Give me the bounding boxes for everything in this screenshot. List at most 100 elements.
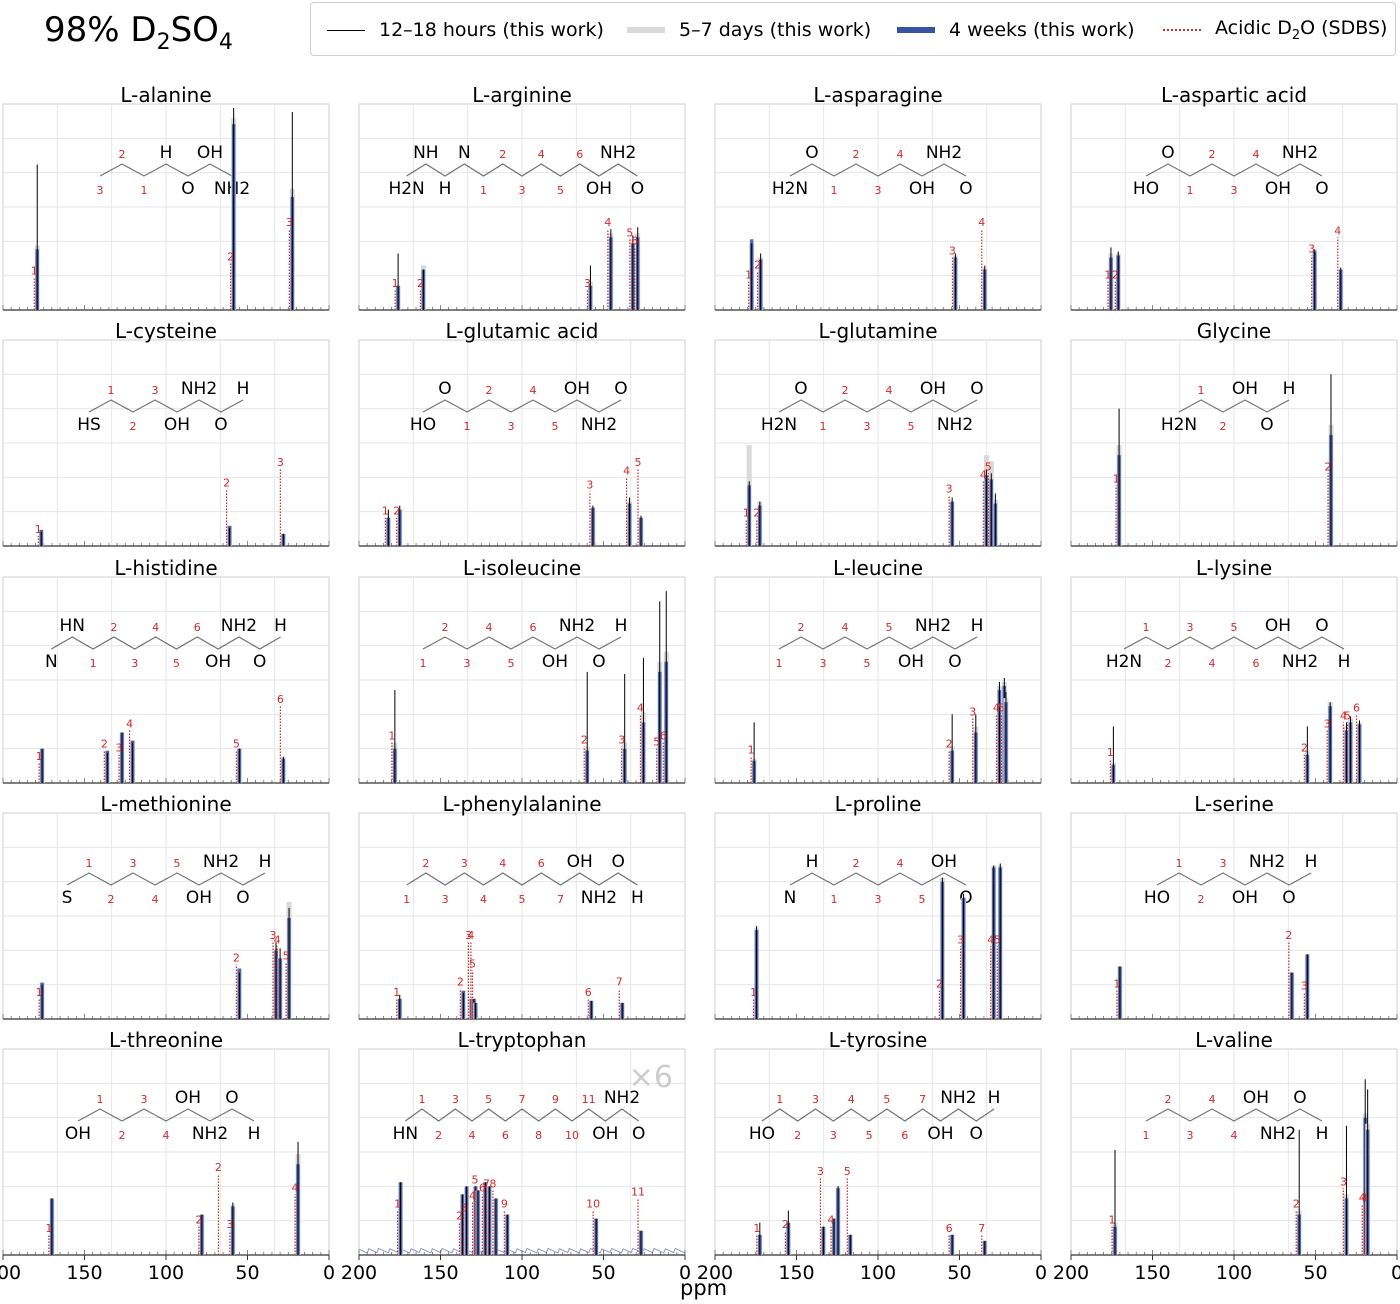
peak-label: 3 <box>817 1165 824 1178</box>
peak: 4 <box>623 464 633 546</box>
molecule-atom: 1 <box>403 893 410 906</box>
peak-label: 5 <box>469 958 476 971</box>
molecule-atom: 3 <box>131 657 138 670</box>
molecule-atom: 3 <box>875 184 882 197</box>
peak: 3 <box>115 732 125 783</box>
molecule-atom: 5 <box>886 621 893 634</box>
peak: 1 <box>31 164 40 310</box>
peak-label: 3 <box>465 929 472 942</box>
spectrum-panel: L-serine HO 1 2 3 OH NH2 OH 1 2 3 <box>1070 792 1398 1020</box>
peak-label: 3 <box>969 705 976 718</box>
panel-title: L-aspartic acid <box>1161 83 1307 107</box>
peak-label: 2 <box>223 476 230 489</box>
molecule-atom: NH2 <box>600 143 636 163</box>
molecule-atom: 2 <box>1198 893 1205 906</box>
peak: 2 <box>782 1210 791 1255</box>
peak: 1 <box>750 926 760 1019</box>
panel-title: L-alanine <box>120 83 211 107</box>
tick-label: 100 <box>504 1262 540 1284</box>
molecule-bonds <box>51 636 281 650</box>
molecule-atom: 3 <box>461 857 468 870</box>
molecule-atom: 6 <box>576 148 583 161</box>
peak: 2 <box>1293 1129 1302 1255</box>
molecule-atom: 6 <box>194 621 201 634</box>
peak-label: 6 <box>479 1181 486 1194</box>
molecule-atom: 2 <box>422 857 429 870</box>
peak: 1 <box>394 1182 404 1255</box>
molecule-atom: 3 <box>875 893 882 906</box>
molecule-bonds <box>1145 1108 1323 1122</box>
peak: 3 <box>460 1186 470 1255</box>
molecule-structure: 1 2 3 4 5 6 OH NH2 OH <box>420 616 628 672</box>
peak: 4 <box>978 216 988 310</box>
peak-label: 5 <box>283 949 290 962</box>
peak: 1 <box>1104 247 1114 310</box>
molecule-atom: NH <box>413 143 439 163</box>
peak-label: 5 <box>471 1173 478 1186</box>
peak-label: 4 <box>978 216 985 229</box>
molecule-atom: NH2 <box>221 616 257 636</box>
molecule-atom: H <box>248 1124 261 1144</box>
molecule-structure: 1 2 3 4 5 5 OH NH2 OH <box>776 616 984 672</box>
peak-label: 2 <box>393 505 400 518</box>
peak-label: 4 <box>469 1189 476 1202</box>
peak: 4 <box>1334 224 1344 310</box>
molecule-atom: OH <box>205 652 231 672</box>
legend-swatch-red-dotted <box>1163 29 1201 31</box>
molecule-bonds <box>406 872 638 886</box>
peak: 2 <box>936 877 945 1019</box>
molecule-atom: O <box>1293 1088 1306 1108</box>
molecule-atom: 3 <box>97 184 104 197</box>
molecule-structure: HS 1 2 3 OH NH2 OH <box>77 379 249 435</box>
peak-label: 3 <box>460 1202 467 1215</box>
page-title: 98% D2SO4 <box>44 10 233 55</box>
peak: 7 <box>978 1222 988 1255</box>
tick-label: 0 <box>679 1262 691 1284</box>
molecule-bonds <box>66 872 266 886</box>
peak-label: 2 <box>1112 269 1119 282</box>
legend-swatch-black <box>327 29 365 31</box>
tick-label: 0 <box>1391 1262 1400 1284</box>
peak: 1 <box>382 505 391 546</box>
peak: 4 <box>980 455 989 546</box>
molecule-bonds <box>761 1108 995 1122</box>
molecule-atom: 1 <box>97 1093 104 1106</box>
tick-label: 50 <box>235 1262 259 1284</box>
spectrum-panel: L-tryptophanHN1234567891011OHNH2O×612345… <box>341 1028 691 1284</box>
peak-label: 3 <box>277 456 284 469</box>
peak-label: 1 <box>394 1198 401 1211</box>
peak: 6 <box>479 1181 488 1255</box>
molecule-atom: 3 <box>508 420 515 433</box>
peak: 3 <box>286 112 295 310</box>
molecule-atom: 2 <box>130 420 137 433</box>
peak: 8 <box>489 1177 499 1255</box>
molecule-atom: 1 <box>1187 184 1194 197</box>
molecule-atom: 3 <box>452 1093 459 1106</box>
molecule-atom: O <box>214 415 227 435</box>
molecule-atom: 4 <box>897 857 904 870</box>
peak: 2 <box>457 976 466 1019</box>
peak: 5 <box>233 738 242 783</box>
peak-label: 2 <box>1301 742 1308 755</box>
molecule-atom: 1 <box>1176 857 1183 870</box>
molecule-atom: 4 <box>848 1093 855 1106</box>
molecule-structure: HO 1 2 3 3 4 5 5 6 7 OH NH2 OH <box>749 1088 1001 1144</box>
peak: 1 <box>1107 726 1116 783</box>
peak: 6 <box>631 227 641 310</box>
molecule-atom: 2 <box>1165 657 1172 670</box>
molecule-bonds <box>778 636 978 650</box>
peak-label: 3 <box>115 742 122 755</box>
peak-label: 4 <box>1340 709 1347 722</box>
legend-swatch-blue <box>897 27 935 33</box>
peak: 1 <box>35 523 44 546</box>
panel-title: L-glutamine <box>818 319 937 343</box>
molecule-atom: 2 <box>794 1129 801 1142</box>
peak-label: 1 <box>745 269 752 282</box>
molecule-bonds <box>404 1108 640 1122</box>
peak-label: 5 <box>1344 709 1351 722</box>
tick-label: 50 <box>1303 1262 1327 1284</box>
molecule-atom: 6 <box>538 857 545 870</box>
